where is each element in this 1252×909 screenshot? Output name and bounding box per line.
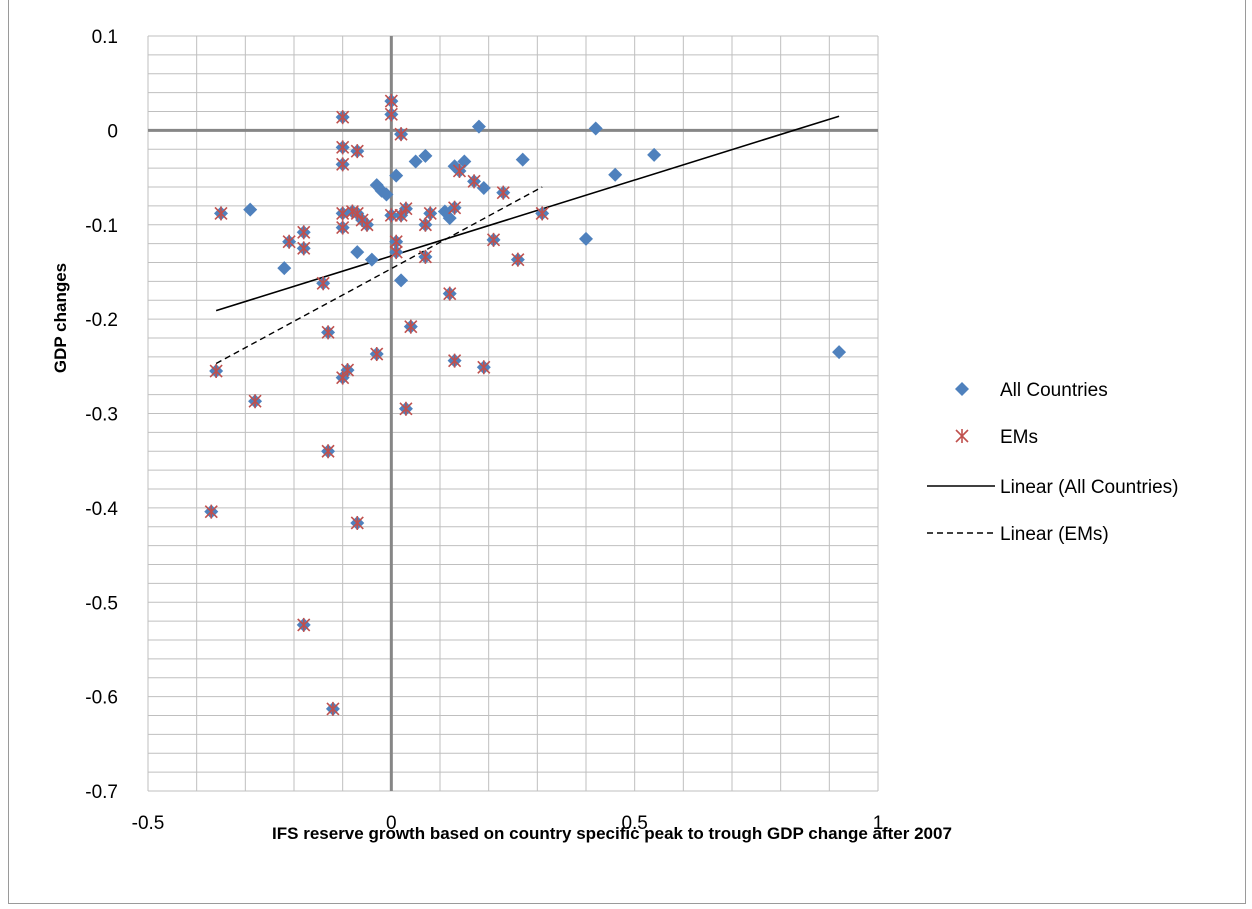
legend-item-linear-all: Linear (All Countries) xyxy=(927,477,1178,498)
legend-label-all-countries: All Countries xyxy=(1000,380,1108,401)
point-all-countries xyxy=(350,245,364,259)
legend-label-linear-ems: Linear (EMs) xyxy=(1000,524,1109,545)
y-tick-label: -0.4 xyxy=(85,499,118,520)
y-tick-label: -0.6 xyxy=(85,688,118,709)
legend-asterisk-marker xyxy=(956,429,968,443)
y-axis-title: GDP changes xyxy=(51,263,70,373)
trendlines xyxy=(216,116,839,363)
y-tick-label: 0 xyxy=(107,121,118,142)
y-tick-label: -0.1 xyxy=(85,216,118,237)
grid xyxy=(148,36,878,791)
y-tick-label: -0.5 xyxy=(85,593,118,614)
tick-labels: -0.5 0 0.5 10.10-0.1-0.2-0.3-0.4-0.5-0.6-0.… xyxy=(85,27,883,834)
trendline-ems xyxy=(216,187,542,363)
point-all-countries xyxy=(394,273,408,287)
y-tick-label: -0.3 xyxy=(85,405,118,426)
legend-diamond-marker xyxy=(955,382,969,396)
point-all-countries xyxy=(365,253,379,267)
y-tick-label: 0.1 xyxy=(92,27,118,48)
legend-label-linear-all: Linear (All Countries) xyxy=(1000,477,1178,498)
legend-label-ems: EMs xyxy=(1000,427,1038,448)
x-tick-label: -0.5 xyxy=(132,813,165,834)
x-axis-title: IFS reserve growth based on country spec… xyxy=(272,824,952,843)
legend: All Countries EMs Linear (All Countries)… xyxy=(927,380,1178,545)
legend-item-ems: EMs xyxy=(956,427,1038,448)
legend-asterisk-glyph xyxy=(956,429,968,443)
point-all-countries xyxy=(589,121,603,135)
y-tick-label: -0.7 xyxy=(85,782,118,803)
y-tick-label: -0.2 xyxy=(85,310,118,331)
legend-item-all-countries: All Countries xyxy=(955,380,1108,401)
legend-item-linear-ems: Linear (EMs) xyxy=(927,524,1109,545)
point-all-countries xyxy=(516,153,530,167)
point-all-countries xyxy=(608,168,622,182)
point-all-countries xyxy=(647,148,661,162)
point-all-countries xyxy=(277,261,291,275)
